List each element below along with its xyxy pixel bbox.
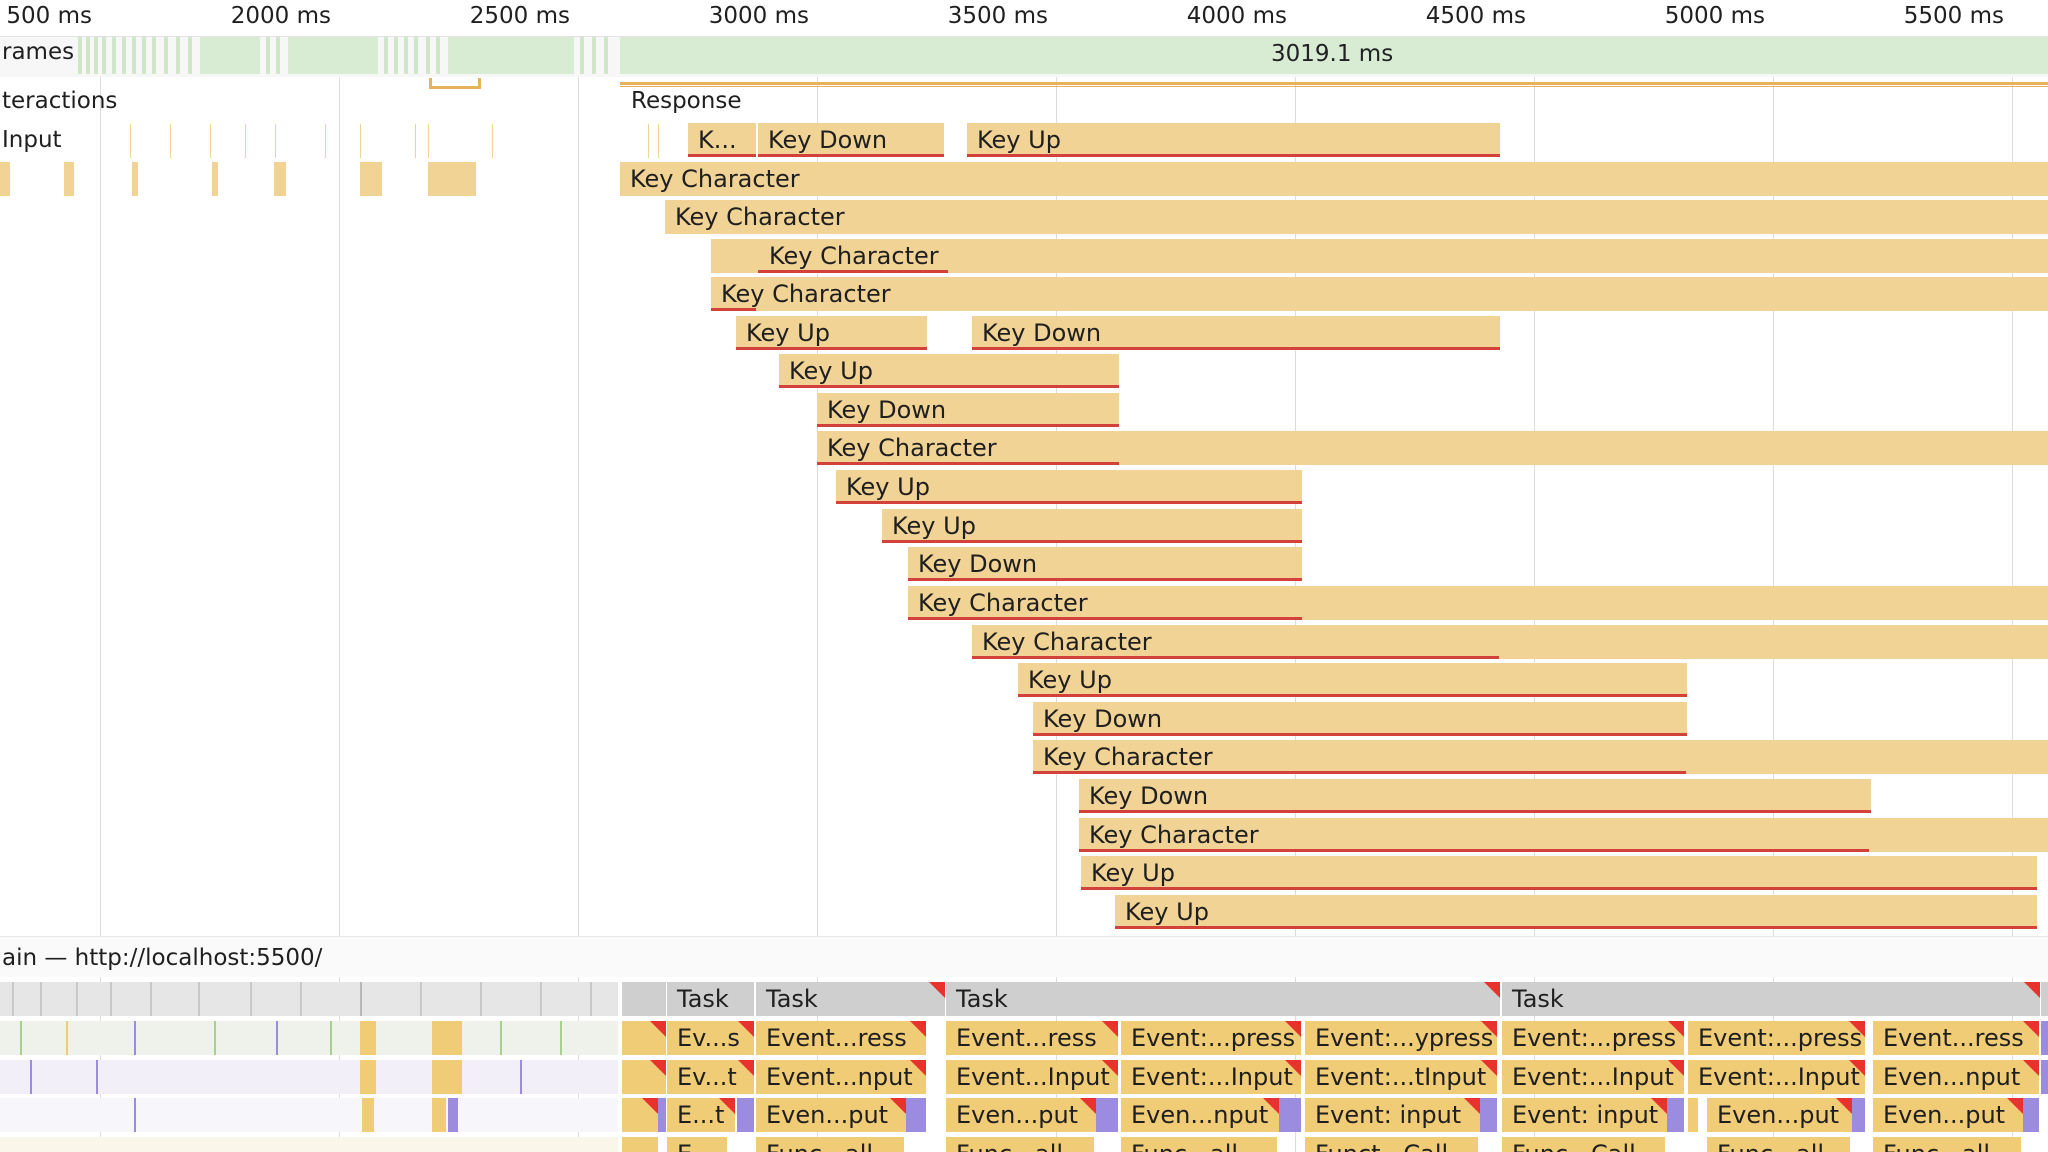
- interactions-label: teractions: [2, 88, 118, 114]
- event-block[interactable]: Event: input: [1502, 1098, 1667, 1132]
- tick-label: 4500 ms: [1425, 3, 1526, 29]
- event-block[interactable]: E...: [667, 1137, 727, 1152]
- event-block[interactable]: [622, 1060, 666, 1094]
- task-block[interactable]: [2041, 982, 2048, 1016]
- event-block[interactable]: Event:...ypress: [1305, 1021, 1497, 1055]
- frame-duration: 3019.1 ms: [1271, 41, 1394, 67]
- event-block[interactable]: Event:...press: [1688, 1021, 1865, 1055]
- event-block[interactable]: Even...put: [1873, 1098, 2023, 1132]
- event-block[interactable]: Event...ress: [946, 1021, 1118, 1055]
- frames-track[interactable]: 3019.1 ms rames: [0, 37, 2048, 77]
- event-block[interactable]: Event:...Input: [1688, 1060, 1865, 1094]
- task-block[interactable]: Task: [1502, 982, 2040, 1016]
- frames-label: rames: [2, 39, 79, 65]
- interaction-event[interactable]: K...: [688, 123, 756, 157]
- event-block[interactable]: Event...Input: [946, 1060, 1118, 1094]
- event-block[interactable]: [622, 1137, 658, 1152]
- interaction-event[interactable]: Key Down: [1033, 702, 1687, 736]
- tick-label: 3500 ms: [947, 3, 1048, 29]
- event-block[interactable]: Event:...Input: [1502, 1060, 1684, 1094]
- event-stripes: [0, 1021, 618, 1055]
- interaction-event[interactable]: Key Down: [817, 393, 1119, 427]
- main-thread-label: ain — http://localhost:5500/: [2, 945, 323, 971]
- interaction-event[interactable]: Key Character: [817, 431, 2048, 465]
- event-block[interactable]: Event:...Input: [1121, 1060, 1301, 1094]
- long-frame[interactable]: 3019.1 ms: [620, 37, 2048, 74]
- event-block[interactable]: Even...nput: [1873, 1060, 2039, 1094]
- event-block[interactable]: Event:...tInput: [1305, 1060, 1497, 1094]
- event-block[interactable]: Func...Call: [1502, 1137, 1665, 1152]
- interaction-event[interactable]: Key Down: [1079, 779, 1871, 813]
- interaction-event[interactable]: Key Down: [908, 547, 1302, 581]
- task-block[interactable]: [622, 982, 666, 1016]
- grid-line: [100, 36, 101, 1152]
- event-block[interactable]: [622, 1021, 666, 1055]
- event-block[interactable]: E...t: [667, 1098, 735, 1132]
- event-block[interactable]: Func...all: [1121, 1137, 1277, 1152]
- time-ruler[interactable]: 500 ms 2000 ms 2500 ms 3000 ms 3500 ms 4…: [0, 0, 2048, 37]
- interaction-event[interactable]: Key Character: [620, 162, 2048, 196]
- task-block[interactable]: Task: [756, 982, 945, 1016]
- task-block[interactable]: Task: [667, 982, 754, 1016]
- interaction-event[interactable]: Key Up: [1081, 856, 2037, 890]
- event-stripes: [0, 1060, 618, 1094]
- event-block[interactable]: Ev...t: [667, 1060, 754, 1094]
- tick-label: 4000 ms: [1186, 3, 1287, 29]
- section-divider: [0, 936, 2048, 937]
- event-block[interactable]: Event: input: [1305, 1098, 1480, 1132]
- event-block[interactable]: Event...nput: [756, 1060, 926, 1094]
- interaction-event[interactable]: Key Character: [665, 200, 2048, 234]
- task-stripes: [0, 982, 618, 1016]
- interaction-event[interactable]: Key Up: [836, 470, 1302, 504]
- event-block[interactable]: Even...put: [756, 1098, 906, 1132]
- grid-line: [817, 36, 818, 1152]
- event-block[interactable]: Ev...s: [667, 1021, 754, 1055]
- response-line: [620, 86, 2048, 87]
- event-block[interactable]: Func...all: [1707, 1137, 1850, 1152]
- tick-label: 2000 ms: [230, 3, 331, 29]
- event-stripes: [0, 1098, 618, 1132]
- event-block[interactable]: Func...all: [946, 1137, 1094, 1152]
- grid-line: [339, 36, 340, 1152]
- tick-label: 2500 ms: [469, 3, 570, 29]
- tick-label: 5500 ms: [1903, 3, 2004, 29]
- interaction-event[interactable]: Key Down: [972, 316, 1500, 350]
- interaction-event[interactable]: Key Character: [1033, 740, 2048, 774]
- tick-label: 500 ms: [6, 3, 92, 29]
- event-block[interactable]: Event...ress: [756, 1021, 926, 1055]
- event-stripes: [0, 1137, 618, 1152]
- event-block[interactable]: Even...put: [1707, 1098, 1852, 1132]
- main-thread-header[interactable]: ain — http://localhost:5500/: [0, 937, 2048, 977]
- interaction-event[interactable]: Key Up: [882, 509, 1302, 543]
- event-block[interactable]: Even...put: [946, 1098, 1096, 1132]
- interaction-event[interactable]: Key Up: [967, 123, 1500, 157]
- interaction-event[interactable]: Key Character: [1079, 818, 2048, 852]
- interaction-event[interactable]: Key Up: [736, 316, 927, 350]
- tick-label: 5000 ms: [1664, 3, 1765, 29]
- event-block[interactable]: Event:...press: [1502, 1021, 1684, 1055]
- interaction-event[interactable]: Key Up: [1018, 663, 1687, 697]
- interaction-event[interactable]: Key Character: [972, 625, 2048, 659]
- event-block[interactable]: Event:...press: [1121, 1021, 1301, 1055]
- event-block[interactable]: [1688, 1098, 1698, 1132]
- interaction-event[interactable]: Key Character: [711, 277, 2048, 311]
- input-label: Input: [2, 127, 62, 153]
- interaction-event[interactable]: Key Up: [1115, 895, 2037, 929]
- event-block[interactable]: Func...all: [1873, 1137, 2021, 1152]
- frame-underline: [620, 82, 2048, 85]
- interaction-event[interactable]: Key Character: [908, 586, 2048, 620]
- event-block[interactable]: Funct...Call: [1305, 1137, 1478, 1152]
- event-block[interactable]: Even...nput: [1121, 1098, 1279, 1132]
- task-block[interactable]: Task: [946, 982, 1500, 1016]
- interaction-event[interactable]: Key Character: [711, 239, 2048, 273]
- grid-line: [578, 36, 579, 1152]
- event-block[interactable]: Event...ress: [1873, 1021, 2039, 1055]
- tick-label: 3000 ms: [708, 3, 809, 29]
- interaction-event[interactable]: Key Down: [758, 123, 944, 157]
- response-label: Response: [631, 88, 742, 114]
- event-block[interactable]: [622, 1098, 658, 1132]
- event-block[interactable]: Func...all: [756, 1137, 904, 1152]
- frame-bracket: [429, 78, 481, 89]
- interaction-event[interactable]: Key Up: [779, 354, 1119, 388]
